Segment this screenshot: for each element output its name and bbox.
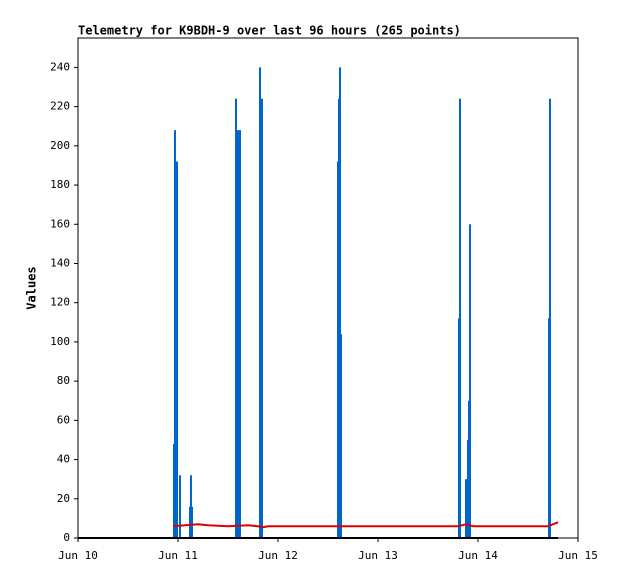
y-tick-label: 180	[50, 178, 70, 191]
x-tick-label: Jun 10	[58, 549, 98, 562]
x-tick-label: Jun 14	[458, 549, 498, 562]
y-tick-label: 240	[50, 60, 70, 73]
y-tick-label: 200	[50, 139, 70, 152]
x-tick-label: Jun 15	[558, 549, 598, 562]
x-tick-label: Jun 13	[358, 549, 398, 562]
y-tick-label: 160	[50, 217, 70, 230]
y-tick-label: 0	[63, 531, 70, 544]
y-tick-label: 20	[57, 492, 70, 505]
y-tick-label: 220	[50, 100, 70, 113]
y-tick-label: 40	[57, 453, 70, 466]
series-line	[172, 521, 559, 529]
x-tick-label: Jun 12	[258, 549, 298, 562]
y-tick-label: 80	[57, 374, 70, 387]
plot-frame	[77, 37, 579, 539]
y-tick-label: 140	[50, 256, 70, 269]
y-axis-label: Values	[25, 266, 39, 309]
x-tick-label: Jun 11	[158, 549, 198, 562]
y-tick-label: 100	[50, 335, 70, 348]
y-tick-label: 120	[50, 296, 70, 309]
chart-title: Telemetry for K9BDH-9 over last 96 hours…	[78, 24, 461, 38]
y-tick-label: 60	[57, 413, 70, 426]
